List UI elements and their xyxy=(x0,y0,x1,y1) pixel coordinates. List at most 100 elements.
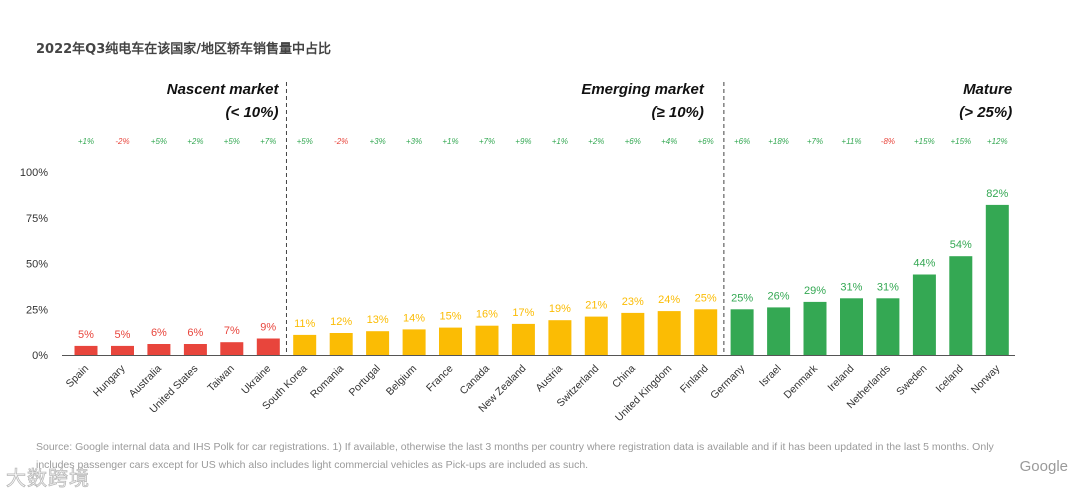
y-tick-label: 100% xyxy=(20,167,48,179)
change-label: +6% xyxy=(734,137,750,146)
change-label: +7% xyxy=(260,137,276,146)
group-range: (< 10%) xyxy=(226,104,279,121)
bar xyxy=(256,338,280,355)
bar xyxy=(366,331,390,355)
data-label: 82% xyxy=(986,188,1008,200)
change-label: +5% xyxy=(297,137,313,146)
change-label: +6% xyxy=(698,137,714,146)
change-label: +1% xyxy=(552,137,568,146)
bar xyxy=(730,309,754,356)
bar xyxy=(511,323,535,355)
data-label: 14% xyxy=(403,312,425,324)
data-label: 5% xyxy=(78,329,94,341)
bar xyxy=(220,342,244,355)
bar xyxy=(767,307,791,355)
data-label: 26% xyxy=(768,290,790,302)
change-label: +4% xyxy=(661,137,677,146)
change-label: +6% xyxy=(625,137,641,146)
data-label: 25% xyxy=(695,292,717,304)
change-label: +1% xyxy=(78,137,94,146)
bar xyxy=(985,204,1009,355)
bar xyxy=(475,325,499,355)
x-tick-label: Ukraine xyxy=(239,363,273,397)
x-tick-label: Germany xyxy=(708,362,748,402)
change-label: +2% xyxy=(588,137,604,146)
x-tick-label: Portugal xyxy=(347,363,383,399)
source-note: Source: Google internal data and IHS Pol… xyxy=(36,441,994,471)
change-label: +2% xyxy=(187,137,203,146)
data-label: 31% xyxy=(840,281,862,293)
change-label: +18% xyxy=(768,137,789,146)
y-tick-label: 25% xyxy=(26,304,48,316)
change-label: -8% xyxy=(881,137,895,146)
bar xyxy=(147,344,171,355)
y-tick-label: 75% xyxy=(26,213,48,225)
data-label: 15% xyxy=(439,311,461,323)
watermark: 大数跨境 xyxy=(6,466,90,491)
bar xyxy=(621,312,645,355)
data-label: 17% xyxy=(512,307,534,319)
change-label: +3% xyxy=(369,137,385,146)
data-label: 6% xyxy=(151,327,167,339)
x-tick-label: Austria xyxy=(533,363,565,395)
data-label: 21% xyxy=(585,300,607,312)
data-label: 16% xyxy=(476,309,498,321)
x-tick-label: Taiwan xyxy=(205,363,237,395)
data-label: 19% xyxy=(549,303,571,315)
bar xyxy=(74,345,98,355)
data-label: 25% xyxy=(731,292,753,304)
change-label: +5% xyxy=(151,137,167,146)
change-label: +15% xyxy=(950,137,971,146)
bar xyxy=(912,274,936,355)
y-tick-label: 50% xyxy=(26,259,48,271)
x-tick-label: Israel xyxy=(757,363,784,390)
data-label: 24% xyxy=(658,294,680,306)
x-tick-label: Denmark xyxy=(782,362,821,401)
x-tick-label: Hungary xyxy=(91,362,128,399)
change-label: +7% xyxy=(807,137,823,146)
data-label: 29% xyxy=(804,285,826,297)
change-label: +1% xyxy=(442,137,458,146)
chart-title: 2022年Q3纯电车在该国家/地区轿车销售量中占比 xyxy=(36,42,332,57)
change-label: +15% xyxy=(914,137,935,146)
bar xyxy=(402,329,426,355)
google-logo: Google xyxy=(1019,458,1068,475)
group-range: (> 25%) xyxy=(959,104,1012,121)
x-tick-label: Sweden xyxy=(894,363,929,398)
bar xyxy=(584,316,608,355)
x-tick-label: Ireland xyxy=(825,363,856,394)
change-label: -2% xyxy=(115,137,129,146)
group-title: Mature xyxy=(963,81,1012,98)
data-label: 44% xyxy=(913,257,935,269)
data-label: 5% xyxy=(114,329,130,341)
bar xyxy=(657,311,681,355)
data-label: 9% xyxy=(260,322,276,334)
bar xyxy=(694,309,718,356)
x-tick-label: Canada xyxy=(458,363,493,398)
change-label: +7% xyxy=(479,137,495,146)
data-label: 13% xyxy=(367,314,389,326)
x-tick-label: Norway xyxy=(969,362,1003,396)
change-label: +12% xyxy=(987,137,1008,146)
x-tick-label: China xyxy=(610,363,638,391)
bar xyxy=(876,298,900,355)
group-title: Emerging market xyxy=(581,81,705,98)
bar xyxy=(803,301,827,355)
bar xyxy=(329,333,353,355)
change-label: -2% xyxy=(334,137,348,146)
data-label: 54% xyxy=(950,239,972,251)
bar xyxy=(949,256,973,355)
bar xyxy=(111,345,134,355)
change-label: +9% xyxy=(515,137,531,146)
bar xyxy=(439,327,462,355)
data-label: 23% xyxy=(622,296,644,308)
change-label: +11% xyxy=(841,137,861,146)
data-label: 6% xyxy=(187,327,203,339)
data-label: 11% xyxy=(294,318,315,330)
x-tick-label: Romania xyxy=(308,363,346,401)
change-label: +3% xyxy=(406,137,422,146)
y-tick-label: 0% xyxy=(32,350,48,362)
data-label: 12% xyxy=(330,316,352,328)
data-label: 7% xyxy=(224,325,240,337)
